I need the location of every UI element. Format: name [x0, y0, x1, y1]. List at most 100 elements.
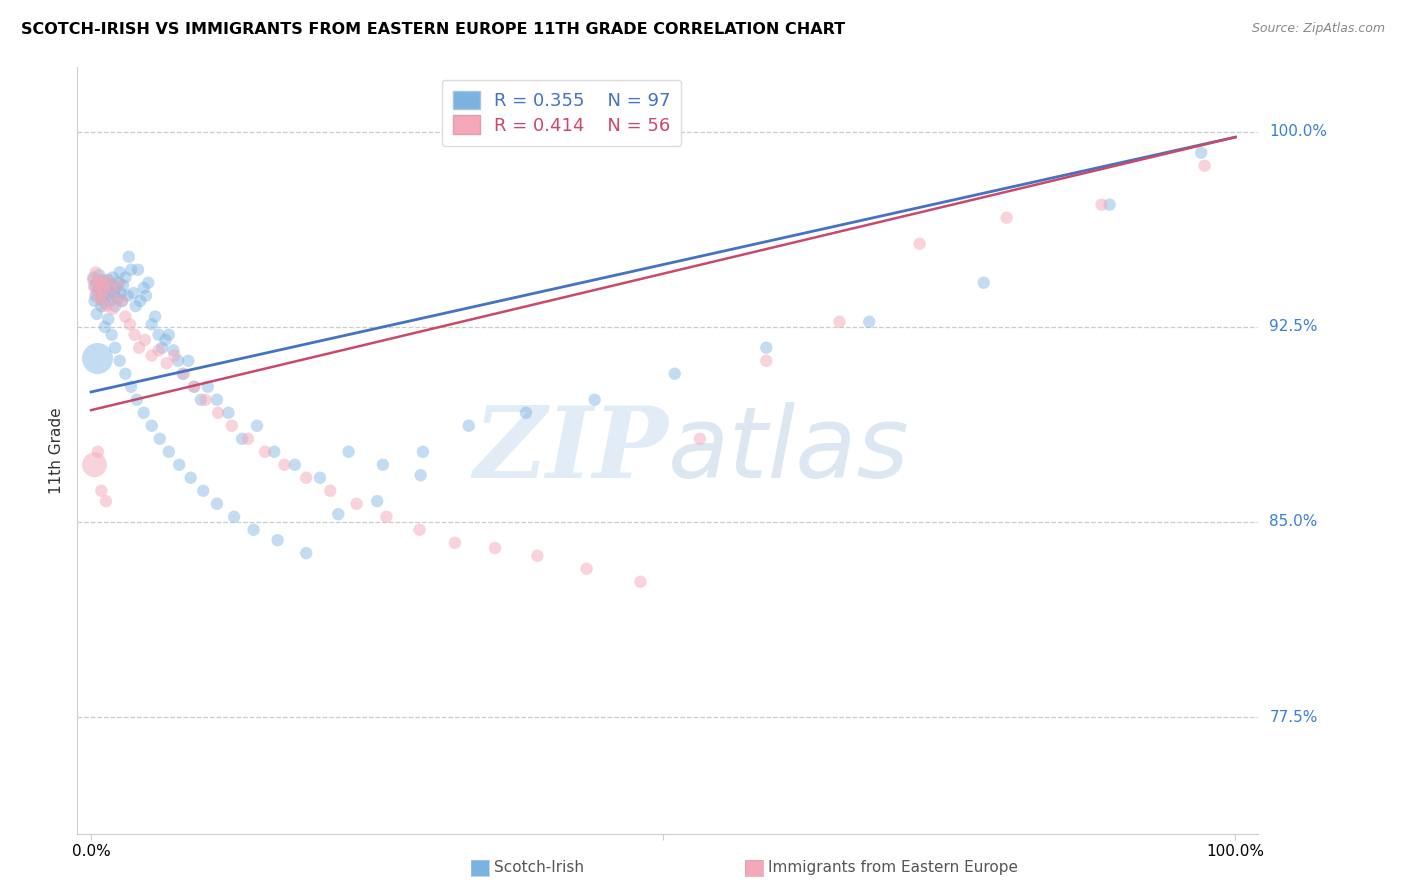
Point	[190, 392, 212, 407]
Point	[908, 236, 931, 251]
Point	[207, 406, 229, 420]
Point	[205, 497, 228, 511]
Point	[284, 458, 307, 472]
Point	[83, 293, 105, 308]
Point	[104, 291, 127, 305]
Point	[172, 367, 194, 381]
Point	[266, 533, 288, 548]
Point	[87, 281, 110, 295]
Point	[231, 432, 253, 446]
Text: 77.5%: 77.5%	[1270, 709, 1317, 724]
Point	[100, 293, 122, 308]
Point	[309, 471, 332, 485]
Point	[107, 278, 129, 293]
Point	[409, 468, 432, 483]
Point	[118, 318, 141, 332]
Legend: R = 0.355    N = 97, R = 0.414    N = 56: R = 0.355 N = 97, R = 0.414 N = 56	[441, 79, 682, 145]
Point	[141, 349, 163, 363]
Point	[93, 276, 115, 290]
Point	[173, 367, 195, 381]
Point	[114, 367, 136, 381]
Point	[127, 262, 149, 277]
Point	[97, 312, 120, 326]
Point	[120, 380, 142, 394]
Point	[129, 293, 152, 308]
Point	[162, 343, 184, 358]
Point	[858, 315, 880, 329]
Point	[91, 273, 114, 287]
Point	[526, 549, 548, 563]
Text: Source: ZipAtlas.com: Source: ZipAtlas.com	[1251, 22, 1385, 36]
Point	[83, 278, 105, 293]
Point	[148, 327, 170, 342]
Point	[90, 299, 112, 313]
Point	[87, 284, 110, 298]
Point	[89, 273, 111, 287]
Point	[150, 341, 173, 355]
Point	[90, 483, 112, 498]
Point	[105, 291, 128, 305]
Point	[664, 367, 686, 381]
Point	[96, 289, 118, 303]
Point	[132, 406, 155, 420]
Point	[86, 307, 108, 321]
Point	[108, 265, 131, 279]
Point	[84, 265, 107, 279]
Point	[628, 574, 651, 589]
Point	[155, 333, 177, 347]
Point	[337, 444, 360, 458]
Point	[87, 444, 110, 458]
Point	[93, 286, 115, 301]
Point	[97, 273, 120, 287]
Point	[122, 286, 145, 301]
Point	[94, 284, 117, 298]
Point	[295, 471, 318, 485]
Point	[205, 392, 228, 407]
Text: 85.0%: 85.0%	[1270, 515, 1317, 530]
Point	[114, 310, 136, 324]
Point	[112, 278, 135, 293]
Point	[375, 509, 398, 524]
Point	[94, 281, 117, 295]
Point	[125, 299, 148, 313]
Point	[110, 286, 132, 301]
Point	[141, 418, 163, 433]
Point	[128, 341, 150, 355]
Point	[755, 353, 778, 368]
Point	[242, 523, 264, 537]
Point	[515, 406, 537, 420]
Point	[120, 262, 142, 277]
Point	[100, 278, 122, 293]
Text: atlas: atlas	[668, 402, 910, 499]
Point	[167, 458, 190, 472]
Point	[444, 535, 467, 549]
Point	[157, 444, 180, 458]
Point	[1194, 159, 1216, 173]
Point	[1098, 198, 1121, 212]
Point	[94, 299, 117, 313]
Point	[86, 351, 108, 366]
Point	[141, 318, 163, 332]
Point	[155, 356, 177, 370]
Point	[89, 281, 111, 295]
Point	[97, 273, 120, 287]
Point	[90, 291, 112, 305]
Point	[104, 341, 127, 355]
Point	[100, 281, 122, 295]
Point	[87, 268, 110, 282]
Point	[118, 250, 141, 264]
Point	[253, 444, 276, 458]
Text: 100.0%: 100.0%	[1270, 124, 1327, 139]
Point	[583, 392, 606, 407]
Point	[90, 281, 112, 295]
Point	[263, 444, 285, 458]
Point	[94, 296, 117, 310]
Point	[366, 494, 388, 508]
Point	[973, 276, 995, 290]
Point	[167, 353, 190, 368]
Point	[194, 392, 217, 407]
Point	[94, 320, 117, 334]
Point	[83, 458, 105, 472]
Point	[273, 458, 295, 472]
Point	[180, 471, 202, 485]
